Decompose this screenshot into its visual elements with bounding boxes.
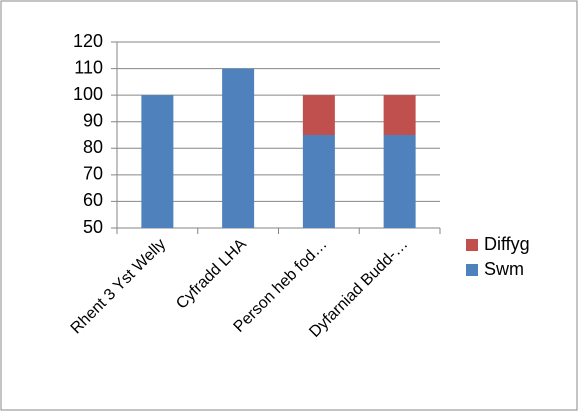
bar [222, 68, 255, 228]
y-tick-label: 60 [83, 190, 103, 210]
y-tick-label: 70 [83, 164, 103, 184]
y-tick-label: 100 [73, 84, 103, 104]
y-tick-label: 50 [83, 217, 103, 237]
legend-label: Diffyg [484, 234, 530, 254]
legend-label: Swm [484, 259, 524, 279]
y-tick-label: 110 [74, 57, 103, 77]
legend-swatch [466, 264, 478, 276]
bar [383, 135, 416, 228]
y-tick-label: 120 [73, 31, 103, 51]
bar [302, 135, 335, 228]
y-tick-label: 80 [83, 137, 103, 157]
bar [302, 95, 335, 135]
legend-swatch [466, 239, 478, 251]
y-tick-label: 90 [83, 110, 103, 130]
bar [383, 95, 416, 135]
bar [141, 95, 174, 229]
